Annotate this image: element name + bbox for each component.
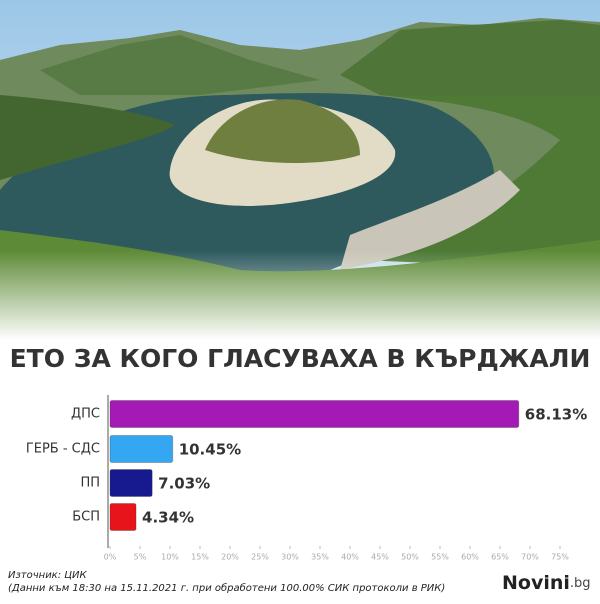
value-label: 68.13% xyxy=(525,406,587,424)
x-tick-label: 15% xyxy=(191,553,209,562)
x-tick-label: 0% xyxy=(104,553,117,562)
x-tick-label: 20% xyxy=(221,553,239,562)
bar xyxy=(109,400,520,428)
photo xyxy=(0,0,600,340)
x-tick-label: 60% xyxy=(461,553,479,562)
x-tick-label: 40% xyxy=(341,553,359,562)
chart-title: ЕТО ЗА КОГО ГЛАСУВАХА В КЪРДЖАЛИ xyxy=(10,344,591,373)
x-tick-label: 50% xyxy=(401,553,419,562)
x-tick-label: 65% xyxy=(491,553,509,562)
value-label: 4.34% xyxy=(142,509,194,527)
brand-name: Novini xyxy=(502,572,570,594)
x-tick-label: 45% xyxy=(371,553,389,562)
source: Източник: ЦИК xyxy=(8,570,88,581)
bar xyxy=(109,435,174,463)
value-label: 10.45% xyxy=(179,441,241,459)
category-label: ПП xyxy=(80,476,100,491)
note: (Данни към 18:30 на 15.11.2021 г. при об… xyxy=(8,582,445,594)
category-label: ГЕРБ - СДС xyxy=(26,442,100,457)
x-tick-label: 55% xyxy=(431,553,449,562)
x-tick-label: 35% xyxy=(311,553,329,562)
value-label: 7.03% xyxy=(158,475,210,493)
brand-suffix: .bg xyxy=(570,576,591,591)
category-label: ДПС xyxy=(71,407,100,422)
category-label: БСП xyxy=(72,510,100,525)
x-tick-label: 10% xyxy=(161,553,179,562)
x-tick-label: 25% xyxy=(251,553,269,562)
x-tick-label: 70% xyxy=(521,553,539,562)
x-tick-label: 5% xyxy=(134,553,147,562)
x-tick-label: 30% xyxy=(281,553,299,562)
x-tick-label: 75% xyxy=(551,553,569,562)
brand: Novini.bg xyxy=(502,572,591,594)
bar xyxy=(109,469,153,497)
bar xyxy=(109,503,137,531)
